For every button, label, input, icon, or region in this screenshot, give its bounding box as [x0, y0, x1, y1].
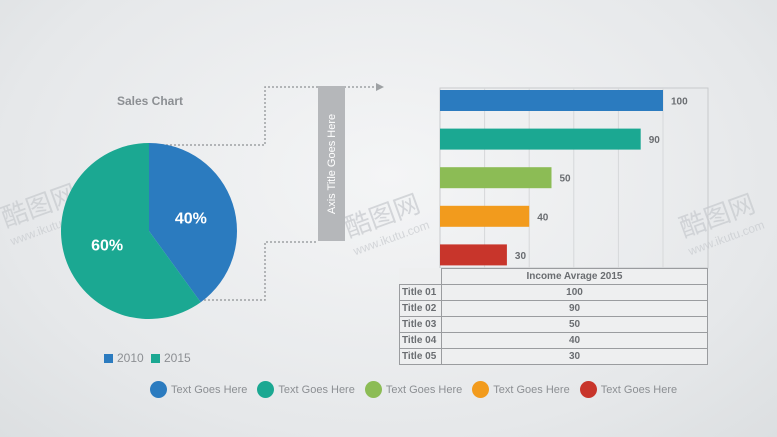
- bar-title-01: [440, 90, 663, 111]
- table-row-value: 100: [441, 284, 708, 301]
- bar-title-02: [440, 128, 641, 150]
- table-row-value: 50: [441, 316, 708, 333]
- pie-slice-label: 40%: [175, 210, 207, 227]
- bar-value-label: 40: [537, 212, 549, 223]
- legend-dot: [257, 381, 275, 398]
- pie-slice-2010: [149, 143, 237, 303]
- bar-value-label: 50: [560, 174, 572, 185]
- axis-title-box: Axis Title Goes Here: [318, 86, 345, 241]
- connector-line-top: [150, 86, 380, 146]
- bar-value-label: 30: [515, 251, 527, 262]
- income-table: Income Avrage 2015 Title 01 100 Title 02…: [399, 268, 708, 365]
- legend-dot: [472, 381, 490, 398]
- bottom-legend-item: Text Goes Here: [472, 381, 570, 398]
- table-row-value: 30: [441, 348, 708, 365]
- bar-title-03: [440, 167, 552, 189]
- pie-slice-2015: [60, 143, 201, 319]
- pie-slice-label: 60%: [91, 238, 123, 255]
- legend-text: Text Goes Here: [278, 383, 355, 396]
- bottom-legend-item: Text Goes Here: [579, 381, 678, 398]
- table-row-label: Title 03: [399, 316, 442, 333]
- table-row: Title 03 50: [399, 316, 708, 333]
- table-corner-cell: [400, 269, 442, 285]
- legend-dot: [579, 381, 597, 398]
- pie-legend-label: 2015: [164, 351, 191, 365]
- bottom-legend-item: Text Goes Here: [150, 381, 247, 398]
- table-row-value: 90: [441, 300, 708, 317]
- legend-dot: [150, 381, 167, 398]
- table-row-label: Title 05: [399, 348, 442, 365]
- legend-text: Text Goes Here: [493, 383, 570, 396]
- legend-swatch: [104, 353, 113, 363]
- legend-text: Text Goes Here: [600, 383, 678, 396]
- legend-dot: [364, 381, 382, 398]
- table-row-label: Title 02: [399, 300, 442, 317]
- connector-line-bottom: [200, 241, 318, 301]
- pie-chart-title: Sales Chart: [116, 94, 184, 108]
- legend-text: Text Goes Here: [171, 383, 248, 396]
- table-header: Income Avrage 2015: [441, 268, 708, 285]
- bottom-legend-item: Text Goes Here: [257, 381, 355, 398]
- bar-title-04: [440, 205, 530, 227]
- table-header-row: Income Avrage 2015: [400, 268, 708, 285]
- bottom-legend-item: Text Goes Here: [364, 381, 463, 398]
- bar-value-label: 100: [671, 97, 688, 108]
- table-row-label: Title 01: [399, 284, 442, 301]
- table-row: Title 04 40: [399, 332, 708, 349]
- legend-swatch: [151, 353, 160, 363]
- legend-text: Text Goes Here: [385, 383, 463, 396]
- bar-title-05: [440, 244, 507, 266]
- table-row-value: 40: [441, 332, 708, 349]
- table-row: Title 01 100: [399, 284, 708, 301]
- pie-legend-label: 2010: [117, 351, 144, 365]
- table-row: Title 02 90: [399, 300, 708, 317]
- bar-value-label: 90: [649, 135, 661, 146]
- table-row: Title 05 30: [399, 348, 708, 365]
- connector-arrowhead: [376, 83, 384, 91]
- pie-legend-item-2010: 2010: [104, 351, 144, 365]
- bottom-legend: Text Goes Here Text Goes Here Text Goes …: [150, 381, 687, 398]
- table-row-label: Title 04: [399, 332, 442, 349]
- pie-legend-item-2015: 2015: [151, 351, 191, 365]
